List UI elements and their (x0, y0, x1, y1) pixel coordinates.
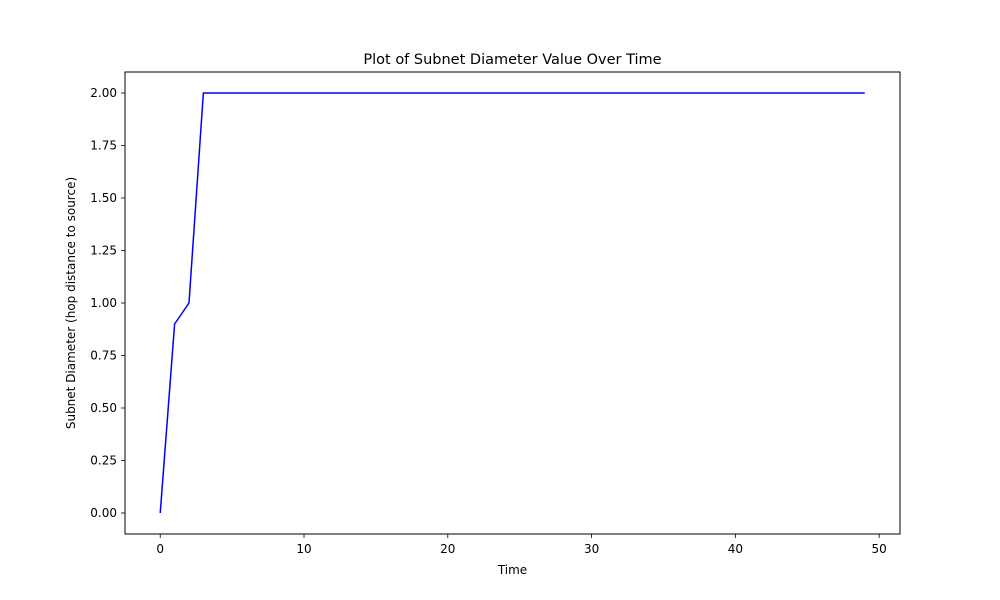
x-tick-label: 0 (156, 542, 164, 556)
y-tick-label: 0.50 (90, 401, 117, 415)
y-tick-label: 0.75 (90, 349, 117, 363)
y-tick-label: 1.25 (90, 244, 117, 258)
chart-title: Plot of Subnet Diameter Value Over Time (363, 52, 661, 68)
x-tick-label: 20 (440, 542, 455, 556)
x-tick-label: 40 (728, 542, 743, 556)
x-axis: 0 10 20 30 40 50 (156, 534, 887, 556)
series-line (159, 92, 865, 514)
y-tick-label: 1.00 (90, 296, 117, 310)
x-axis-title: Time (497, 563, 527, 577)
x-tick-label: 10 (296, 542, 311, 556)
y-axis-title: Subnet Diameter (hop distance to source) (64, 177, 78, 429)
y-tick-label: 0.00 (90, 506, 117, 520)
y-axis: 0.00 0.25 0.50 0.75 1.00 1.25 1.50 1.75 2.00 (90, 86, 125, 520)
y-tick-label: 0.25 (90, 454, 117, 468)
x-tick-label: 50 (872, 542, 887, 556)
plot-area (159, 92, 865, 514)
x-tick-label: 30 (584, 542, 599, 556)
y-tick-label: 1.50 (90, 191, 117, 205)
y-tick-label: 1.75 (90, 139, 117, 153)
y-tick-label: 2.00 (90, 86, 117, 100)
